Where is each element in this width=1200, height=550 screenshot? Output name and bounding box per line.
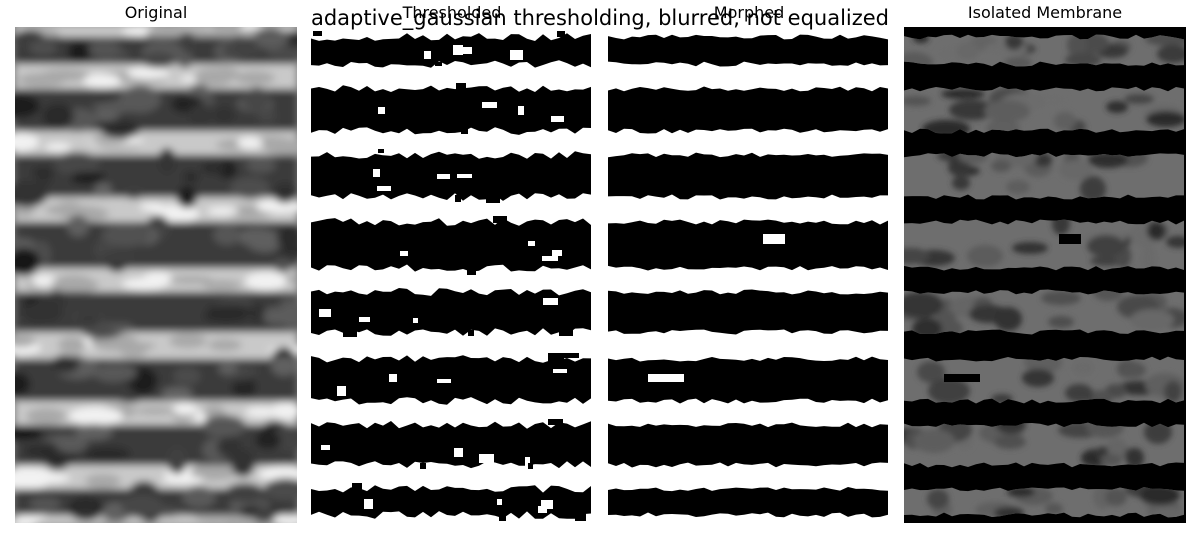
figure-suptitle: adaptive_gaussian thresholding, blurred,…: [310, 6, 890, 30]
thresholded-image: [311, 27, 593, 523]
panel-title-isolated: Isolated Membrane: [967, 3, 1123, 22]
panel-title-thresholded: Thresholded: [402, 3, 502, 22]
isolated-membrane-image: [904, 27, 1186, 523]
original-image: [15, 27, 297, 523]
panel-title-morphed: Morphed: [713, 3, 785, 22]
morphed-image: [608, 27, 890, 523]
panel-morphed: [608, 27, 890, 523]
panel-title-original: Original: [124, 3, 188, 22]
panel-original: [15, 27, 297, 523]
panel-isolated: [904, 27, 1186, 523]
panel-thresholded: [311, 27, 593, 523]
